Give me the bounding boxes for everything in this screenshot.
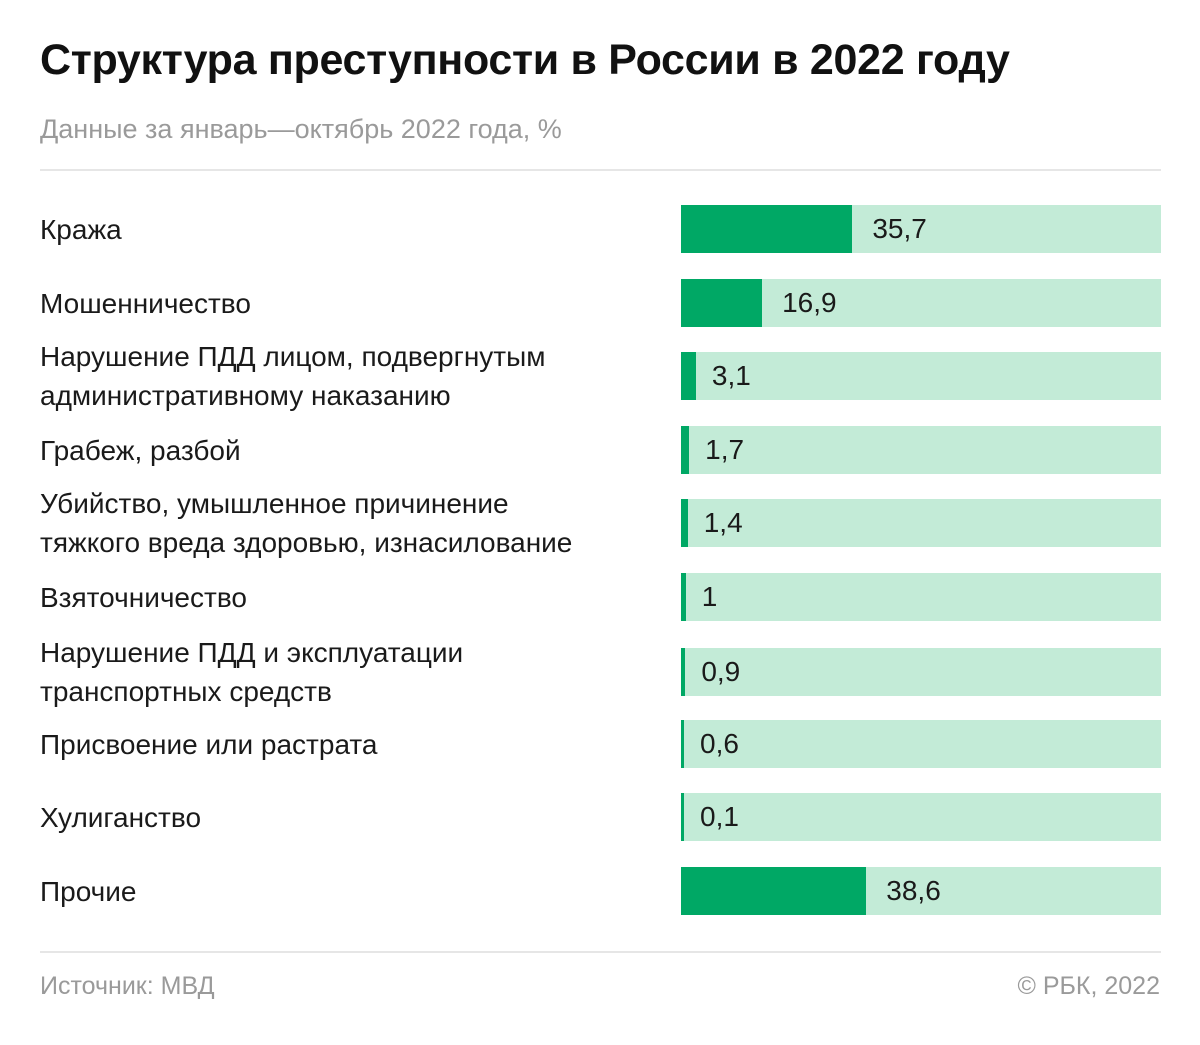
category-label: Прочие (40, 872, 670, 911)
bar (681, 499, 688, 547)
bar (681, 573, 686, 621)
bar (681, 426, 690, 474)
bar-track: 16,9 (681, 279, 1161, 327)
bar (681, 279, 763, 327)
category-label-line: административному наказанию (40, 380, 451, 411)
category-label-line: Грабеж, разбой (40, 434, 241, 466)
bar-value-label: 0,6 (700, 728, 739, 759)
category-label: Нарушение ПДД лицом, подвергнутым админис… (40, 337, 670, 415)
category-label-line: Нарушение ПДД лицом, подвергнутым (40, 341, 546, 372)
category-label: Кража (40, 210, 670, 249)
bar-track: 0,9 (681, 648, 1161, 696)
bar (681, 205, 853, 253)
bar-value-label: 38,6 (886, 875, 941, 906)
category-label-line: Хулиганство (40, 801, 202, 833)
category-label: Нарушение ПДД и эксплуатации транспортных… (40, 633, 670, 711)
category-label-line: Взяточничество (40, 581, 247, 613)
bar-value-label: 1,4 (703, 507, 743, 538)
source-note: Источник: МВД (40, 972, 215, 1000)
bar-value-label: 16,9 (782, 287, 837, 318)
bar-track: 1,4 (681, 499, 1161, 547)
bar-track: 1,7 (681, 426, 1161, 474)
bar-value-label: 0,9 (701, 656, 741, 687)
bar-track: 0,6 (681, 720, 1161, 768)
category-label: Убийство, умышленное причинение тяжкого в… (40, 484, 670, 562)
bar-track: 35,7 (681, 205, 1161, 253)
bar (681, 352, 696, 400)
bar (681, 648, 686, 696)
category-label-line: Присвоение или растрата (40, 728, 378, 760)
category-label-line: Нарушение ПДД и эксплуатации (40, 637, 464, 668)
category-label-line: транспортных средств (40, 676, 332, 707)
bar-value-label: 1 (701, 581, 718, 612)
category-label-line: Убийство, умышленное причинение (40, 488, 509, 519)
category-label: Грабеж, разбой (40, 431, 670, 470)
bottom-divider (40, 951, 1161, 953)
chart-title: Структура преступности в России в 2022 г… (40, 36, 1010, 84)
copyright-note: © РБК, 2022 (1017, 972, 1160, 1000)
category-label-line: тяжкого вреда здоровью, изнасилование (40, 527, 573, 558)
bar-track: 0,1 (681, 793, 1161, 841)
bar-track: 3,1 (681, 352, 1161, 400)
bar (681, 793, 684, 841)
category-label-line: Прочие (40, 875, 137, 907)
bar-track: 1 (681, 573, 1161, 621)
category-label: Хулиганство (40, 798, 670, 837)
chart-subtitle: Данные за январь—октябрь 2022 года, % (40, 114, 562, 144)
bar-track: 38,6 (681, 867, 1161, 915)
category-label: Мошенничество (40, 284, 670, 323)
bar-value-label: 0,1 (700, 801, 739, 832)
bar (681, 720, 684, 768)
bar-value-label: 3,1 (711, 360, 751, 391)
category-label: Взяточничество (40, 578, 670, 617)
category-label-line: Мошенничество (40, 287, 251, 319)
bar-value-label: 35,7 (872, 213, 927, 244)
bar-value-label: 1,7 (705, 434, 745, 465)
bar (681, 867, 867, 915)
top-divider (40, 169, 1161, 171)
category-label-line: Кража (40, 213, 122, 245)
category-label: Присвоение или растрата (40, 725, 670, 764)
